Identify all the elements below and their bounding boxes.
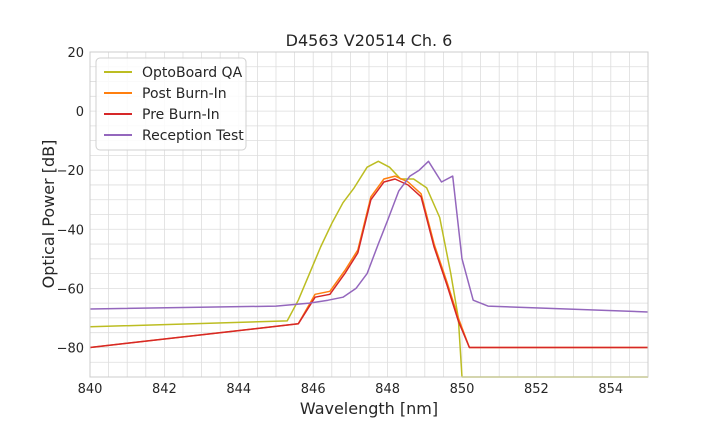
tick-labels: 840 842 844 846 848 850 852 854 20 0 −20 −40 −60 −80 <box>57 46 624 397</box>
y-tick-label: 20 <box>67 46 84 61</box>
y-tick-label: 0 <box>76 105 84 120</box>
x-tick-label: 854 <box>598 382 623 397</box>
y-tick-label: −60 <box>57 282 84 297</box>
legend-label-2: Pre Burn-In <box>142 107 220 123</box>
y-axis-label: Optical Power [dB] <box>39 140 58 289</box>
legend-label-1: Post Burn-In <box>142 86 227 102</box>
series-line-1 <box>89 175 648 349</box>
chart-title: D4563 V20514 Ch. 6 <box>286 31 453 50</box>
legend-box <box>95 57 247 151</box>
x-tick-label: 848 <box>375 382 400 397</box>
series-group <box>89 160 649 378</box>
x-axis-label: Wavelength [nm] <box>300 399 438 418</box>
y-tick-label: −80 <box>57 341 84 356</box>
x-tick-label: 844 <box>226 382 251 397</box>
series-line-2 <box>89 178 648 349</box>
y-tick-label: −40 <box>57 223 84 238</box>
x-tick-label: 840 <box>78 382 103 397</box>
series-line-0 <box>89 160 648 378</box>
x-tick-label: 842 <box>152 382 177 397</box>
legend-label-0: OptoBoard QA <box>142 65 243 81</box>
x-tick-label: 846 <box>301 382 326 397</box>
x-tick-label: 850 <box>450 382 475 397</box>
series-line-3 <box>89 160 649 313</box>
legend-label-3: Reception Test <box>142 128 244 144</box>
plot-frame <box>89 51 649 378</box>
legend: OptoBoard QA Post Burn-In Pre Burn-In Recep… <box>95 57 247 151</box>
x-tick-label: 852 <box>524 382 549 397</box>
y-tick-label: −20 <box>57 164 84 179</box>
